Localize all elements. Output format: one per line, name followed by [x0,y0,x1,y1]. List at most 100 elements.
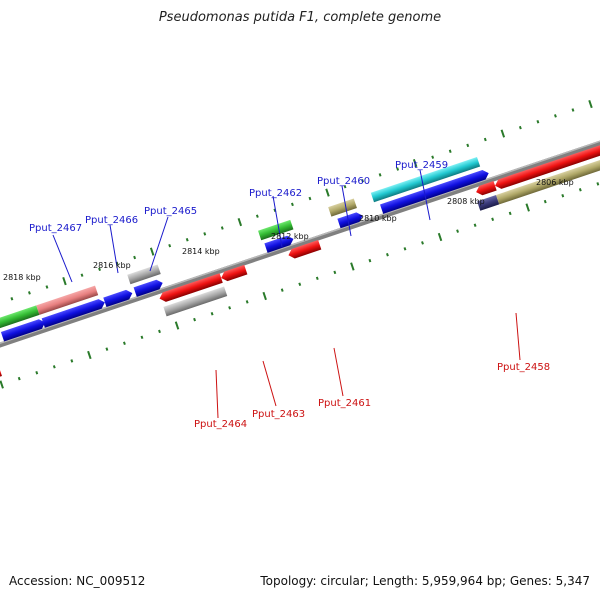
cds-forward[interactable] [41,298,107,328]
cog-reverse-grey[interactable] [163,286,228,317]
cog-forward-olive[interactable] [328,198,357,217]
ruler-tick-minor [536,120,540,124]
ruler-tick-major [525,203,530,212]
gene-label-reverse[interactable]: Pput_2461 [318,398,371,409]
gene-label-forward[interactable]: Pput_2460 [317,176,370,187]
ruler-tick-minor [578,188,582,192]
ruler-tick-minor [554,114,557,118]
cds-forward[interactable] [103,288,134,308]
ruler-tick-minor [203,232,207,236]
ruler-label: 2814 kbp [182,247,220,256]
genome-track [0,99,600,389]
ruler-tick-minor [378,173,382,177]
ruler-label: 2818 kbp [3,273,41,282]
ruler-label: 2806 kbp [536,178,574,187]
ruler-tick-minor [280,288,284,292]
ruler-tick-minor [245,300,249,304]
cog-reverse-olive[interactable] [496,156,600,205]
ruler-tick-minor [483,137,487,142]
ruler-tick-minor [158,329,161,334]
cog-forward-cyan[interactable] [370,157,481,203]
gene-label-forward[interactable]: Pput_2467 [29,223,82,234]
ruler-tick-minor [343,184,347,189]
ruler-tick-minor [368,258,372,263]
ruler-tick-minor [185,238,189,242]
ruler-tick-minor [466,143,470,148]
cds-reverse[interactable] [220,264,248,283]
gene-label-forward[interactable]: Pput_2462 [249,188,302,199]
forward-cog-track [0,157,481,329]
ruler-tick-major [500,129,506,138]
ruler-tick-minor [133,255,137,260]
ruler-tick-minor [228,306,232,310]
ruler-tick-major [62,276,67,286]
gene-label-forward[interactable]: Pput_2465 [144,206,197,217]
cog-forward-grey[interactable] [127,264,161,285]
cds-reverse[interactable] [287,240,322,260]
ruler-label: 2810 kbp [359,214,397,223]
ruler-tick-minor [543,199,547,204]
cds-forward[interactable] [133,278,165,297]
gene-labels: Pput_2467 Pput_2466 Pput_2465 Pput_2462 … [29,160,550,430]
ruler-tick-major [350,262,355,271]
gene-label-reverse[interactable]: Pput_2463 [252,409,305,420]
cds-reverse[interactable] [493,142,600,191]
ruler-labels: 2818 kbp 2816 kbp 2814 kbp 2812 kbp 2810… [3,178,574,282]
ruler-tick-minor [220,226,224,230]
ruler-tick-minor [255,214,259,218]
cds-forward[interactable] [337,211,364,229]
ruler-tick-major [149,247,155,256]
ruler-ticks-upper [10,99,593,301]
ruler-tick-major [237,217,243,227]
ruler-tick-minor [403,247,407,251]
ruler-tick-major [437,232,443,242]
ruler-tick-minor [27,291,31,295]
ruler-tick-minor [35,370,39,375]
ruler-tick-minor [140,335,144,340]
ruler-tick-major [174,321,180,330]
gene-label-forward[interactable]: Pput_2459 [395,160,448,171]
ruler-tick-minor [45,285,49,289]
ruler-tick-minor [333,270,337,275]
ruler-tick-minor [473,223,477,227]
genome-backbone [0,125,600,354]
ruler-tick-minor [386,252,389,257]
gene-label-reverse[interactable]: Pput_2464 [194,419,247,430]
cog-forward-green[interactable] [0,305,40,329]
ruler-label: 2812 kbp [271,232,309,241]
ruler-tick-minor [10,297,14,301]
label-leaders [52,169,521,419]
cog-forward-green[interactable] [258,219,294,241]
ruler-tick-minor [70,359,74,363]
ruler-tick-minor [52,365,56,369]
ruler-tick-minor [508,211,512,216]
reverse-cds-track [158,142,600,303]
ruler-tick-major [325,188,330,197]
gene-label-reverse[interactable]: Pput_2458 [497,362,550,373]
ruler-tick-minor [456,229,459,233]
cds-forward[interactable] [380,168,490,214]
ruler-tick-minor [308,196,312,201]
cds-forward[interactable] [0,318,47,342]
cds-forward[interactable] [264,234,295,253]
ruler-tick-minor [193,317,196,322]
ruler-tick-minor [491,217,495,222]
ruler-tick-minor [105,347,109,351]
map-title: Pseudomonas putida F1, complete genome [158,10,442,25]
ruler-tick-major [262,291,267,301]
accession-text: Accession: NC_009512 [9,574,146,588]
cog-reverse-navy[interactable] [477,194,500,211]
ruler-tick-major [588,99,593,109]
ruler-ticks-lower [0,182,600,389]
ruler-tick-minor [17,376,21,381]
cds-reverse[interactable] [158,273,223,303]
ruler-tick-minor [298,282,302,286]
ruler-tick-minor [315,276,319,281]
gene-label-forward[interactable]: Pput_2466 [85,215,138,226]
ruler-tick-major [87,350,92,360]
cds-reverse[interactable] [475,181,497,197]
cog-forward-pink[interactable] [36,285,99,315]
ruler-tick-minor [448,149,452,154]
